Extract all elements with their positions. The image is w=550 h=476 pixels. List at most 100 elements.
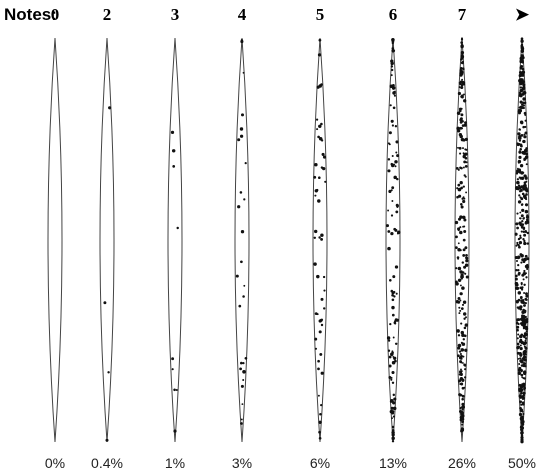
dot	[318, 236, 321, 239]
dot	[322, 275, 326, 279]
dot	[465, 275, 469, 279]
dot	[520, 403, 523, 406]
dot	[244, 161, 247, 165]
dot	[520, 364, 524, 367]
dot	[463, 312, 467, 316]
dot	[389, 84, 394, 89]
dot	[171, 368, 174, 371]
dot	[519, 395, 523, 399]
dot	[108, 106, 112, 110]
dot	[392, 406, 397, 411]
dot	[395, 140, 399, 144]
dot	[461, 333, 465, 337]
dot	[524, 229, 527, 233]
dot	[320, 297, 324, 301]
dot	[521, 410, 524, 413]
dot	[459, 126, 463, 130]
dot	[520, 43, 524, 47]
dot	[238, 304, 242, 308]
dot	[520, 434, 524, 437]
dot	[461, 417, 465, 421]
dot	[463, 317, 466, 320]
dot	[521, 357, 524, 360]
dot	[518, 194, 521, 197]
dot	[521, 383, 523, 386]
dot	[525, 265, 529, 269]
dot	[395, 210, 399, 214]
dot	[523, 292, 526, 294]
dot	[524, 150, 528, 153]
dot	[521, 402, 525, 406]
dot	[459, 72, 462, 75]
dot	[391, 200, 394, 202]
dot	[244, 356, 248, 360]
dot	[457, 334, 461, 337]
dot	[520, 185, 524, 189]
dot	[464, 165, 468, 168]
dot	[457, 187, 462, 192]
dot	[458, 146, 462, 150]
dot	[522, 226, 526, 229]
dot	[519, 196, 522, 199]
spindle	[47, 37, 63, 443]
dot	[394, 359, 397, 363]
percent-label: 3%	[232, 455, 252, 471]
dot	[517, 345, 521, 349]
dot	[460, 107, 463, 110]
dot	[460, 83, 464, 87]
dot	[460, 276, 462, 278]
dot	[462, 248, 466, 252]
dot	[464, 246, 468, 250]
dot	[397, 230, 401, 235]
dot	[520, 121, 524, 125]
dot	[523, 269, 526, 273]
dot	[517, 268, 520, 272]
dot	[520, 391, 523, 395]
dot	[460, 44, 464, 49]
spindle-dots	[235, 39, 248, 425]
dot	[461, 408, 464, 411]
dot	[525, 180, 528, 183]
dot	[462, 338, 465, 341]
dot	[171, 149, 176, 153]
dot	[525, 292, 528, 296]
dot	[520, 54, 523, 57]
dot	[392, 49, 396, 53]
dot	[519, 105, 522, 108]
dot	[521, 55, 524, 58]
dot	[519, 406, 522, 410]
dot	[523, 283, 526, 287]
spindle-dots	[454, 37, 469, 433]
dot	[318, 420, 322, 424]
dot	[316, 313, 319, 316]
dot	[393, 94, 396, 97]
dot	[462, 196, 465, 199]
dot	[321, 152, 325, 156]
dot	[464, 368, 467, 371]
spindle	[514, 37, 530, 443]
dot	[522, 355, 527, 359]
dot	[520, 359, 524, 364]
dot	[243, 198, 246, 201]
dot	[459, 181, 463, 185]
dot	[320, 318, 324, 321]
dot	[522, 314, 526, 318]
dot	[520, 322, 525, 327]
dot	[460, 113, 464, 117]
dot	[459, 270, 462, 273]
dot	[460, 341, 463, 344]
dot	[314, 163, 318, 167]
spindle	[234, 37, 250, 443]
dot	[517, 298, 521, 302]
dot	[458, 194, 462, 198]
dot	[522, 352, 527, 356]
dot	[465, 161, 468, 164]
dot	[520, 426, 524, 429]
dot	[320, 323, 324, 327]
dot	[460, 167, 463, 170]
dot	[515, 269, 518, 272]
dot	[457, 278, 462, 283]
dot	[462, 253, 466, 257]
dot	[462, 147, 464, 150]
dot	[319, 412, 322, 416]
